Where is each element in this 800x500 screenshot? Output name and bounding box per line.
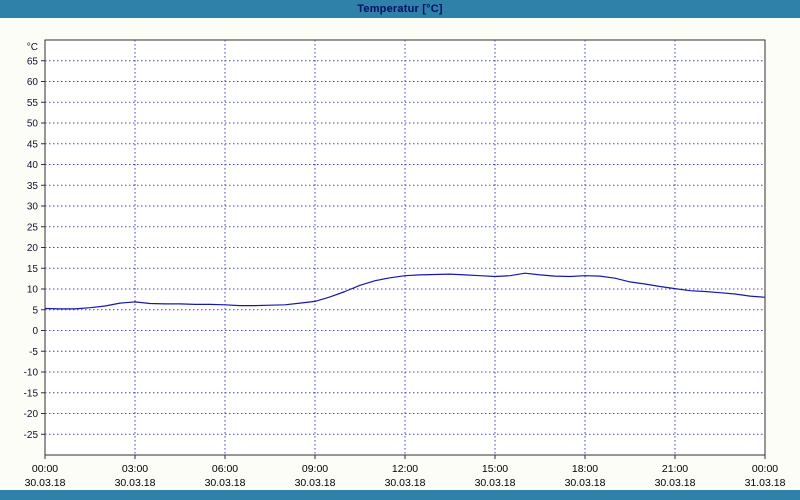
y-tick-label: 15 [27, 264, 39, 275]
y-tick-label: -15 [24, 388, 39, 399]
x-tick-date-label: 30.03.18 [295, 477, 336, 489]
y-tick-label: 0 [32, 326, 38, 337]
y-tick-label: 25 [27, 222, 39, 233]
y-tick-label: 10 [27, 285, 39, 296]
x-tick-date-label: 30.03.18 [655, 477, 696, 489]
chart-area: -25 -20 -15 -10 -5 0 5 10 15 20 25 30 35 40 45 50 55 60 65… [0, 18, 800, 490]
x-tick-time-label: 21:00 [662, 463, 688, 475]
x-tick-time-label: 00:00 [752, 463, 778, 475]
y-tick-label: 40 [27, 160, 39, 171]
x-tick-date-label: 30.03.18 [25, 477, 66, 489]
x-tick-time-label: 03:00 [122, 463, 148, 475]
x-tick-date-label: 30.03.18 [565, 477, 606, 489]
y-tick-label: 30 [27, 202, 39, 213]
y-axis-unit-label: °C [27, 42, 38, 53]
temperature-series-line [44, 272, 766, 310]
bottom-bar [0, 490, 800, 500]
x-tick-time-label: 09:00 [302, 463, 328, 475]
x-tick-time-label: 15:00 [482, 463, 508, 475]
temperature-line-chart: -25 -20 -15 -10 -5 0 5 10 15 20 25 30 35 40 45 50 55 60 65… [24, 39, 786, 489]
x-tick-date-label: 31.03.18 [745, 477, 786, 489]
x-tick-time-label: 12:00 [392, 463, 418, 475]
y-tick-label: 20 [27, 243, 39, 254]
y-tick-label: 5 [32, 305, 38, 316]
x-tick-time-label: 06:00 [212, 463, 238, 475]
y-tick-label: 35 [27, 181, 39, 192]
x-tick-date-label: 30.03.18 [205, 477, 246, 489]
x-tick-date-label: 30.03.18 [475, 477, 516, 489]
chart-title-bar[interactable]: Temperatur [°C] [0, 0, 800, 18]
y-tick-label: 65 [27, 56, 39, 67]
x-tick-date-label: 30.03.18 [115, 477, 156, 489]
y-tick-label: 55 [27, 98, 39, 109]
x-tick-time-label: 00:00 [32, 463, 58, 475]
y-tick-label: -10 [24, 368, 39, 379]
x-tick-date-label: 30.03.18 [385, 477, 426, 489]
y-tick-label: 60 [27, 77, 39, 88]
y-tick-label: -20 [24, 409, 39, 420]
y-tick-label: -5 [29, 347, 38, 358]
y-tick-label: -25 [24, 430, 39, 441]
y-tick-label: 45 [27, 139, 39, 150]
x-tick-time-label: 18:00 [572, 463, 598, 475]
y-tick-label: 50 [27, 119, 39, 130]
chart-title: Temperatur [°C] [357, 3, 443, 15]
